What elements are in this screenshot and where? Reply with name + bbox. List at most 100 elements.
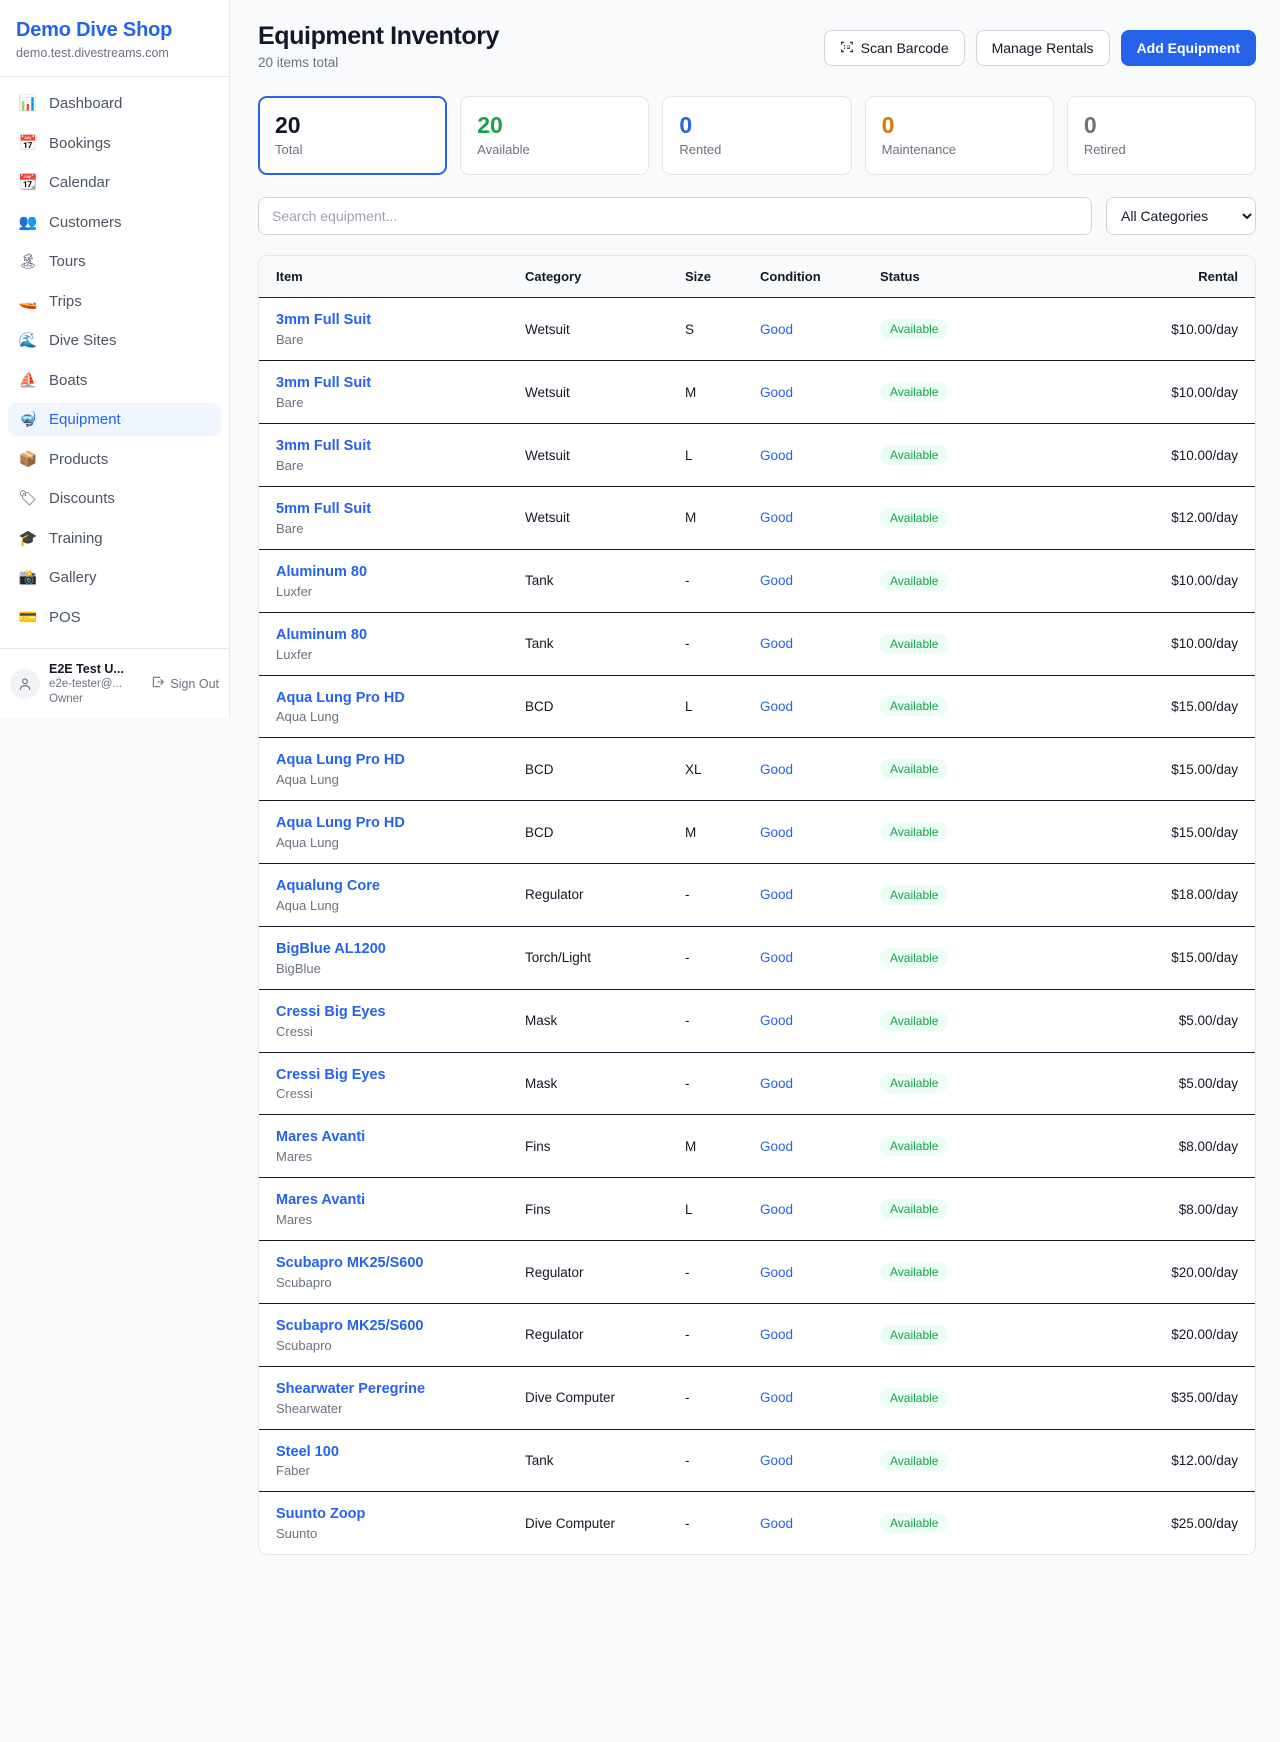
condition-link[interactable]: Good: [760, 573, 794, 589]
sidebar-item-tours[interactable]: 🏝 Tours: [8, 245, 221, 278]
cell-item: Aqua Lung Pro HD Aqua Lung: [259, 675, 509, 739]
condition-link[interactable]: Good: [760, 1327, 794, 1343]
cell-category: Wetsuit: [509, 297, 669, 362]
sidebar-item-trips[interactable]: 🚤 Trips: [8, 285, 221, 318]
sign-out-button[interactable]: Sign Out: [151, 675, 219, 692]
stat-card-available[interactable]: 20 Available: [460, 96, 650, 176]
item-name-link[interactable]: Shearwater Peregrine: [276, 1380, 426, 1397]
sidebar-item-customers[interactable]: 👥 Customers: [8, 206, 221, 239]
item-name-link[interactable]: Mares Avanti: [276, 1129, 366, 1146]
item-name-link[interactable]: 3mm Full Suit: [276, 375, 372, 392]
table-row[interactable]: Mares Avanti Mares Fins M Good Available $8.00…: [259, 1114, 1255, 1179]
item-name-link[interactable]: Aqualung Core: [276, 878, 380, 895]
table-row[interactable]: Shearwater Peregrine Shearwater Dive Compu…: [259, 1366, 1255, 1430]
condition-link[interactable]: Good: [760, 698, 794, 714]
table-row[interactable]: Steel 100 Faber Tank - Good Available $12.00/d…: [259, 1429, 1255, 1493]
stat-card-total[interactable]: 20 Total: [258, 96, 448, 176]
cell-item: Aqualung Core Aqua Lung: [259, 863, 509, 927]
condition-link[interactable]: Good: [760, 1390, 794, 1406]
item-name-link[interactable]: 3mm Full Suit: [276, 438, 372, 455]
table-row[interactable]: 3mm Full Suit Bare Wetsuit M Good Available $1…: [259, 360, 1255, 425]
item-name-link[interactable]: Aluminum 80: [276, 563, 368, 580]
stat-card-maintenance[interactable]: 0 Maintenance: [864, 96, 1054, 176]
item-name-link[interactable]: Aqua Lung Pro HD: [276, 752, 405, 769]
column-header-status[interactable]: Status: [864, 256, 1014, 299]
condition-link[interactable]: Good: [760, 1201, 794, 1217]
sidebar-item-training[interactable]: 🎓 Training: [8, 522, 221, 555]
sidebar-item-discounts[interactable]: 🏷 Discounts: [8, 482, 221, 515]
brand-header[interactable]: Demo Dive Shop demo.test.divestreams.com: [0, 0, 229, 77]
condition-link[interactable]: Good: [760, 1264, 794, 1280]
sidebar-item-bookings[interactable]: 📅 Bookings: [8, 127, 221, 160]
condition-link[interactable]: Good: [760, 510, 794, 526]
search-input[interactable]: [258, 197, 1092, 236]
bar-chart-icon: 📊: [18, 95, 38, 112]
condition-link[interactable]: Good: [760, 321, 794, 337]
condition-link[interactable]: Good: [760, 636, 794, 652]
condition-link[interactable]: Good: [760, 1515, 794, 1531]
condition-link[interactable]: Good: [760, 1075, 794, 1091]
scan-barcode-button[interactable]: Scan Barcode: [823, 30, 965, 66]
sidebar-item-boats[interactable]: ⛵ Boats: [8, 364, 221, 397]
table-row[interactable]: 3mm Full Suit Bare Wetsuit S Good Available $1…: [259, 297, 1255, 362]
column-header-item[interactable]: Item: [259, 256, 509, 299]
item-name-link[interactable]: Suunto Zoop: [276, 1506, 366, 1523]
stat-card-retired[interactable]: 0 Retired: [1066, 96, 1257, 176]
item-name-link[interactable]: Scubapro MK25/S600: [276, 1317, 424, 1334]
condition-link[interactable]: Good: [760, 950, 794, 966]
sidebar-item-products[interactable]: 📦 Products: [8, 443, 221, 476]
condition-link[interactable]: Good: [760, 384, 794, 400]
table-row[interactable]: Aqua Lung Pro HD Aqua Lung BCD L Good Availab…: [259, 675, 1255, 739]
credit-card-icon: 💳: [18, 608, 38, 626]
sidebar-item-dive-sites[interactable]: 🌊 Dive Sites: [8, 324, 221, 357]
table-row[interactable]: Aqua Lung Pro HD Aqua Lung BCD M Good Availab…: [259, 800, 1255, 865]
cell-status: Available: [864, 675, 1014, 739]
table-row[interactable]: Aluminum 80 Luxfer Tank - Good Available $10.0…: [259, 549, 1255, 613]
item-name-link[interactable]: Aqua Lung Pro HD: [276, 689, 405, 706]
item-name-link[interactable]: Cressi Big Eyes: [276, 1003, 386, 1020]
table-row[interactable]: Cressi Big Eyes Cressi Mask - Good Available $…: [259, 1052, 1255, 1116]
item-name-link[interactable]: Mares Avanti: [276, 1192, 366, 1209]
item-name-link[interactable]: Steel 100: [276, 1443, 339, 1460]
add-equipment-button[interactable]: Add Equipment: [1120, 30, 1256, 66]
condition-link[interactable]: Good: [760, 447, 794, 463]
item-name-link[interactable]: Aluminum 80: [276, 626, 368, 643]
column-header-rental[interactable]: Rental: [1014, 256, 1255, 299]
manage-rentals-button[interactable]: Manage Rentals: [975, 30, 1110, 66]
column-header-condition[interactable]: Condition: [744, 256, 864, 299]
table-row[interactable]: Aluminum 80 Luxfer Tank - Good Available $10.0…: [259, 612, 1255, 676]
condition-link[interactable]: Good: [760, 824, 794, 840]
table-row[interactable]: 3mm Full Suit Bare Wetsuit L Good Available $1…: [259, 423, 1255, 487]
bottom-spacer: [258, 1555, 1256, 1581]
table-row[interactable]: Mares Avanti Mares Fins L Good Available $8.00…: [259, 1177, 1255, 1242]
stat-card-rented[interactable]: 0 Rented: [662, 96, 852, 176]
item-name-link[interactable]: BigBlue AL1200: [276, 940, 386, 957]
stat-label: Retired: [1083, 142, 1126, 158]
table-row[interactable]: Cressi Big Eyes Cressi Mask - Good Available $…: [259, 989, 1255, 1053]
table-row[interactable]: 5mm Full Suit Bare Wetsuit M Good Available $1…: [259, 486, 1255, 550]
sidebar-item-dashboard[interactable]: 📊 Dashboard: [8, 87, 221, 120]
item-name-link[interactable]: Scubapro MK25/S600: [276, 1255, 424, 1272]
condition-link[interactable]: Good: [760, 1013, 794, 1029]
table-row[interactable]: Aqualung Core Aqua Lung Regulator - Good Avai…: [259, 863, 1255, 927]
item-name-link[interactable]: Aqua Lung Pro HD: [276, 815, 405, 832]
table-row[interactable]: Scubapro MK25/S600 Scubapro Regulator - Good…: [259, 1303, 1255, 1367]
category-select[interactable]: All Categories: [1106, 197, 1256, 236]
item-name-link[interactable]: 5mm Full Suit: [276, 500, 372, 517]
sidebar-item-pos[interactable]: 💳 POS: [8, 601, 221, 634]
table-row[interactable]: Aqua Lung Pro HD Aqua Lung BCD XL Good Availa…: [259, 737, 1255, 802]
sidebar-item-calendar[interactable]: 📆 Calendar: [8, 166, 221, 199]
table-row[interactable]: Scubapro MK25/S600 Scubapro Regulator - Good…: [259, 1240, 1255, 1304]
table-row[interactable]: BigBlue AL1200 BigBlue Torch/Light - Good Ava…: [259, 926, 1255, 990]
item-name-link[interactable]: Cressi Big Eyes: [276, 1066, 386, 1083]
condition-link[interactable]: Good: [760, 761, 794, 777]
sidebar-item-gallery[interactable]: 📸 Gallery: [8, 561, 221, 594]
column-header-size[interactable]: Size: [669, 256, 744, 299]
condition-link[interactable]: Good: [760, 1453, 794, 1469]
column-header-category[interactable]: Category: [509, 256, 669, 299]
sidebar-item-equipment[interactable]: 🤿 Equipment: [8, 403, 221, 436]
condition-link[interactable]: Good: [760, 887, 794, 903]
item-name-link[interactable]: 3mm Full Suit: [276, 312, 372, 329]
table-row[interactable]: Suunto Zoop Suunto Dive Computer - Good Avail…: [259, 1492, 1255, 1554]
condition-link[interactable]: Good: [760, 1138, 794, 1154]
